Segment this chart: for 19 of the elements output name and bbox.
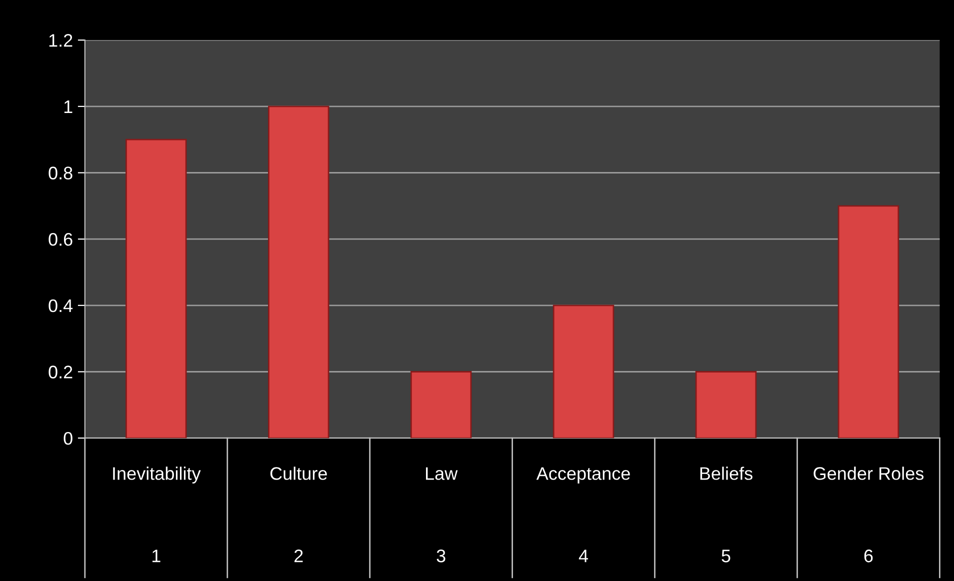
x-tick-label: Acceptance bbox=[536, 467, 630, 484]
x-tick-label: Law bbox=[426, 467, 458, 480]
x-tick-label: Culture bbox=[270, 466, 327, 480]
text: 1 bbox=[152, 550, 160, 562]
y-tick-label: 1 bbox=[64, 100, 72, 113]
text: 6 bbox=[864, 550, 873, 562]
text: 4 bbox=[578, 550, 588, 562]
y-tick-label: 0.8 bbox=[48, 166, 72, 180]
x-tick-label: Gender Roles bbox=[814, 466, 924, 480]
y-tick-label: 1.2 bbox=[49, 34, 72, 47]
text: 2 bbox=[294, 550, 303, 562]
x-tick-label: Beliefs bbox=[700, 466, 752, 480]
text: 5 bbox=[722, 550, 730, 562]
y-tick-label: 0.4 bbox=[48, 299, 73, 312]
y-tick-label: 0.6 bbox=[48, 233, 72, 246]
text: 3 bbox=[436, 550, 446, 562]
y-tick-label: 0.2 bbox=[48, 366, 72, 378]
y-tick-label: 0 bbox=[64, 432, 72, 445]
x-tick-label: Inevitability bbox=[113, 466, 201, 484]
